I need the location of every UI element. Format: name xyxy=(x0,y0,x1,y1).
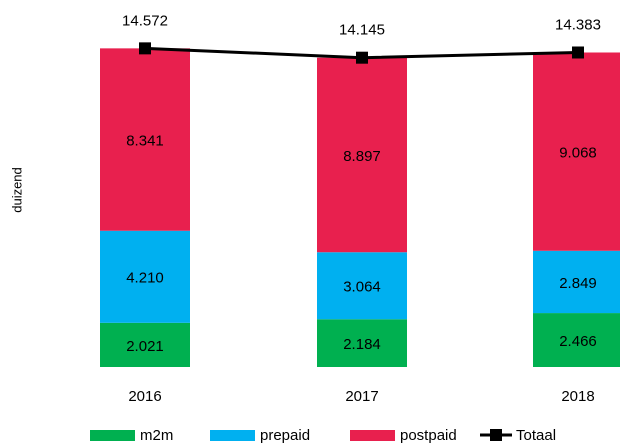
total-marker xyxy=(139,42,151,55)
total-label: 14.383 xyxy=(555,16,601,33)
bar-segment xyxy=(317,252,407,320)
total-marker xyxy=(572,46,584,59)
bar-segment xyxy=(533,313,620,367)
data-label: 2.184 xyxy=(343,336,381,353)
legend-marker xyxy=(490,429,502,441)
legend-swatch xyxy=(350,430,395,441)
x-tick-label: 2017 xyxy=(345,388,378,405)
total-marker xyxy=(356,51,368,64)
legend-label: m2m xyxy=(140,427,173,444)
bar-segment xyxy=(533,250,620,314)
total-label: 14.572 xyxy=(122,12,168,29)
data-label: 2.021 xyxy=(126,338,164,355)
bar-segment xyxy=(100,230,190,323)
data-label: 8.897 xyxy=(343,148,381,165)
total-label: 14.145 xyxy=(339,22,385,39)
data-label: 9.068 xyxy=(559,145,597,162)
bar-segment xyxy=(317,57,407,253)
legend-swatch xyxy=(210,430,255,441)
legend-label: Totaal xyxy=(516,427,556,444)
data-label: 4.210 xyxy=(126,270,164,287)
bar-segment xyxy=(317,319,407,367)
data-label: 8.341 xyxy=(126,133,164,150)
data-label: 2.849 xyxy=(559,275,597,292)
x-tick-label: 2016 xyxy=(128,388,161,405)
bar-segment xyxy=(533,52,620,251)
legend-label: prepaid xyxy=(260,427,310,444)
legend-swatch xyxy=(90,430,135,441)
legend-label: postpaid xyxy=(400,427,457,444)
bar-segment xyxy=(100,48,190,231)
data-label: 2.466 xyxy=(559,333,597,350)
y-axis-label: duizend xyxy=(9,167,24,213)
bar-segment xyxy=(100,322,190,367)
data-label: 3.064 xyxy=(343,279,381,296)
x-tick-label: 2018 xyxy=(561,388,594,405)
